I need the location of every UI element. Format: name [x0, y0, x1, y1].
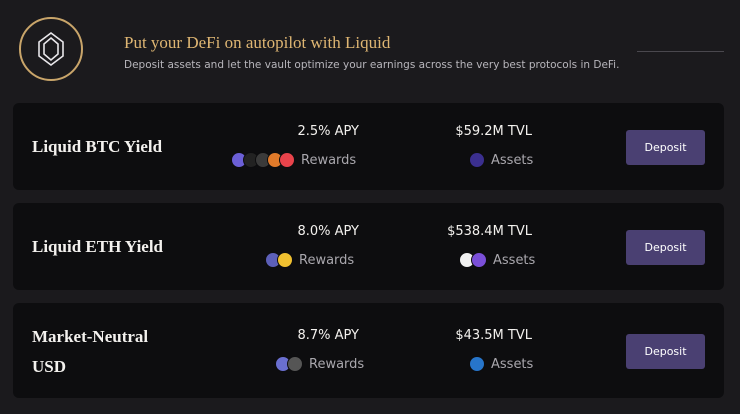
tvl: $59.2M TVL: [455, 124, 532, 139]
rewards-label: Rewards: [301, 152, 357, 168]
subtitle: Deposit assets and let the vault optimiz…: [124, 59, 620, 71]
rewards: Rewards: [231, 152, 357, 168]
deposit-button[interactable]: Deposit: [626, 334, 705, 369]
assets-label: Assets: [493, 252, 536, 268]
vault-name: Liquid BTC Yield: [32, 137, 163, 156]
vault-card: Liquid BTC Yield 2.5% APY Rewards $59.2M…: [13, 103, 724, 190]
vault-name: Market-Neutral USD: [32, 327, 149, 376]
rewards: Rewards: [275, 356, 364, 372]
assets-label: Assets: [491, 152, 534, 168]
title: Put your DeFi on autopilot with Liquid: [124, 33, 391, 52]
rewards-label: Rewards: [299, 252, 355, 268]
logo: [19, 17, 83, 81]
deposit-button[interactable]: Deposit: [626, 230, 705, 265]
apy: 8.7% APY: [297, 328, 359, 343]
apy: 2.5% APY: [297, 124, 359, 139]
rewards: Rewards: [265, 252, 354, 268]
tvl: $538.4M TVL: [447, 224, 532, 239]
logo-mark: [38, 32, 64, 66]
apy: 8.0% APY: [297, 224, 359, 239]
tvl: $43.5M TVL: [455, 328, 532, 343]
assets: Assets: [469, 152, 533, 168]
assets-label: Assets: [491, 356, 534, 372]
vault-card: Market-Neutral USD 8.7% APY Rewards $43.…: [13, 303, 724, 398]
rewards-label: Rewards: [309, 356, 365, 372]
divider: [637, 51, 724, 52]
deposit-button[interactable]: Deposit: [626, 130, 705, 165]
assets: Assets: [469, 356, 533, 372]
vault-card: Liquid ETH Yield 8.0% APY Rewards $538.4…: [13, 203, 724, 290]
assets: Assets: [459, 252, 535, 268]
vault-name: Liquid ETH Yield: [32, 237, 164, 256]
